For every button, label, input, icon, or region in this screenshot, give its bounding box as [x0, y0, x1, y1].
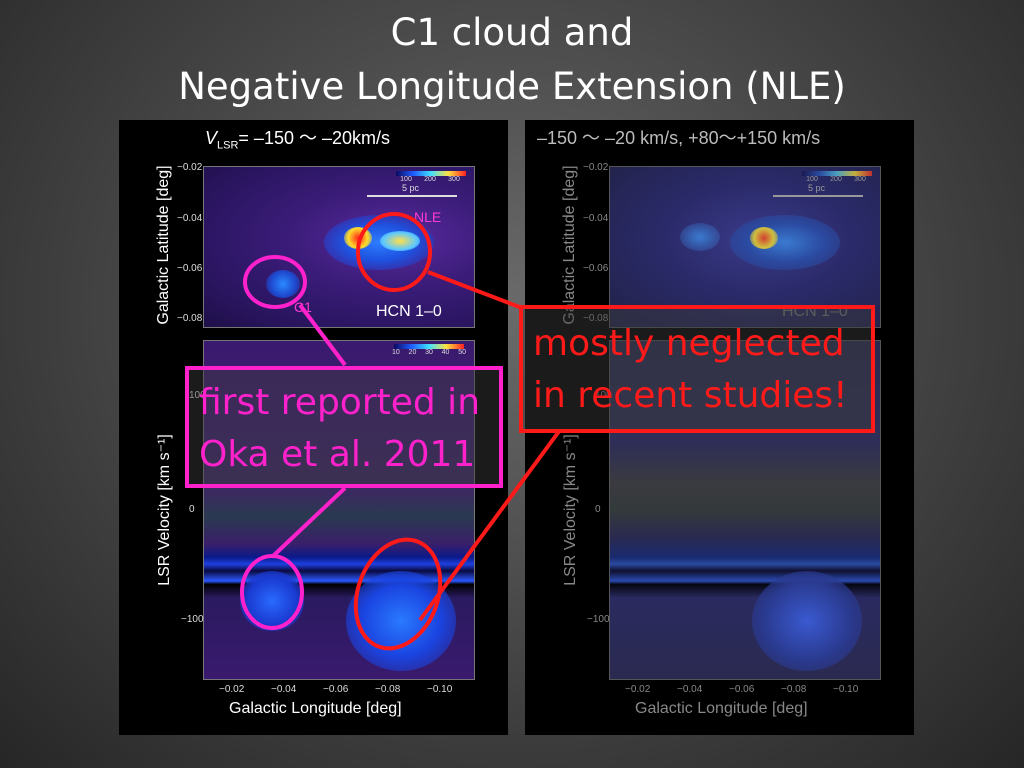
- c1-emission: [266, 270, 300, 298]
- velocity-tick: −100: [181, 614, 204, 625]
- longitude-tick: −0.10: [427, 684, 453, 695]
- emission-secondary: [380, 231, 420, 251]
- latitude-colorbar: [396, 171, 466, 176]
- pink-callout-box: first reported in Oka et al. 2011: [185, 366, 503, 488]
- emission-peak: [344, 227, 372, 249]
- right-lat-tick: −0.02: [583, 162, 609, 173]
- vlsr-range-value: = –150 〜 –20km/s: [238, 128, 391, 148]
- lat-tick: −0.06: [177, 263, 203, 274]
- pink-callout-line1: first reported in: [199, 382, 481, 423]
- lat-tick: −0.08: [177, 313, 203, 324]
- longitude-tick: −0.04: [271, 684, 297, 695]
- lat-tick: −0.04: [177, 213, 203, 224]
- right-panel-header: –150 〜 –20 km/s, +80〜+150 km/s: [537, 128, 821, 148]
- right-velocity-axis-label: LSR Velocity [km s⁻¹]: [562, 434, 579, 586]
- right-emission-peak: [750, 227, 778, 249]
- red-callout-box: mostly neglected in recent studies!: [519, 305, 875, 433]
- red-callout-line2: in recent studies!: [533, 375, 848, 416]
- right-lat-tick: −0.06: [583, 263, 609, 274]
- c1-velocity-emission: [240, 571, 304, 631]
- nle-velocity-emission: [346, 571, 456, 671]
- right-latitude-colorbar-ticks: 100 200 300: [806, 176, 866, 183]
- longitude-axis-label: Galactic Longitude [deg]: [229, 700, 402, 717]
- longitude-tick: −0.06: [323, 684, 349, 695]
- longitude-tick: −0.08: [375, 684, 401, 695]
- nle-label: NLE: [414, 209, 442, 225]
- latitude-colorbar-ticks: 100 200 300: [400, 176, 460, 183]
- right-velocity-tick: −100: [587, 614, 610, 625]
- right-longitude-axis-label: Galactic Longitude [deg]: [635, 700, 808, 717]
- right-scale-bar: [773, 195, 863, 197]
- vlsr-subscript: LSR: [217, 139, 239, 152]
- right-longitude-tick: −0.10: [833, 684, 859, 695]
- pink-callout-line2: Oka et al. 2011: [199, 434, 476, 475]
- velocity-tick: 0: [189, 504, 195, 515]
- velocity-colorbar: [394, 344, 464, 349]
- scale-bar-label: 5 pc: [402, 183, 420, 193]
- right-scale-bar-label: 5 pc: [808, 183, 826, 193]
- right-longitude-tick: −0.02: [625, 684, 651, 695]
- velocity-tick: 100: [189, 390, 206, 401]
- right-velocity-tick: 0: [595, 504, 601, 515]
- right-velocity-tick: 100: [595, 390, 612, 401]
- red-callout-line1: mostly neglected: [533, 323, 845, 364]
- lat-tick: −0.02: [177, 162, 203, 173]
- right-longitude-tick: −0.04: [677, 684, 703, 695]
- vlsr-range-label: VLSR= –150 〜 –20km/s: [205, 124, 390, 152]
- right-velocity-map: [609, 340, 881, 680]
- latitude-axis-label: Galactic Latitude [deg]: [155, 165, 172, 325]
- right-latitude-colorbar: [802, 171, 872, 176]
- right-velocity-emission: [752, 571, 862, 671]
- vlsr-symbol: V: [205, 128, 218, 148]
- right-emission-west: [680, 223, 720, 251]
- right-lat-tick: −0.04: [583, 213, 609, 224]
- velocity-colorbar-ticks: 10 20 30 40 50: [392, 349, 466, 356]
- slide-title-line1: C1 cloud and: [390, 11, 634, 54]
- c1-label: C1: [294, 299, 312, 315]
- right-latitude-map: 100 200 300 5 pc HCN 1–0: [609, 166, 881, 328]
- velocity-axis-label: LSR Velocity [km s⁻¹]: [156, 434, 173, 586]
- right-longitude-tick: −0.08: [781, 684, 807, 695]
- hcn-line-label: HCN 1–0: [376, 303, 442, 320]
- right-longitude-tick: −0.06: [729, 684, 755, 695]
- right-emission-main: [730, 215, 840, 270]
- scale-bar: [367, 195, 457, 197]
- right-lat-tick: −0.08: [583, 313, 609, 324]
- slide-title-line2: Negative Longitude Extension (NLE): [178, 65, 846, 108]
- right-figure-panel: –150 〜 –20 km/s, +80〜+150 km/s 100 200 3…: [525, 120, 914, 735]
- latitude-map: 100 200 300 5 pc NLE C1 HCN 1–0: [203, 166, 475, 328]
- longitude-tick: −0.02: [219, 684, 245, 695]
